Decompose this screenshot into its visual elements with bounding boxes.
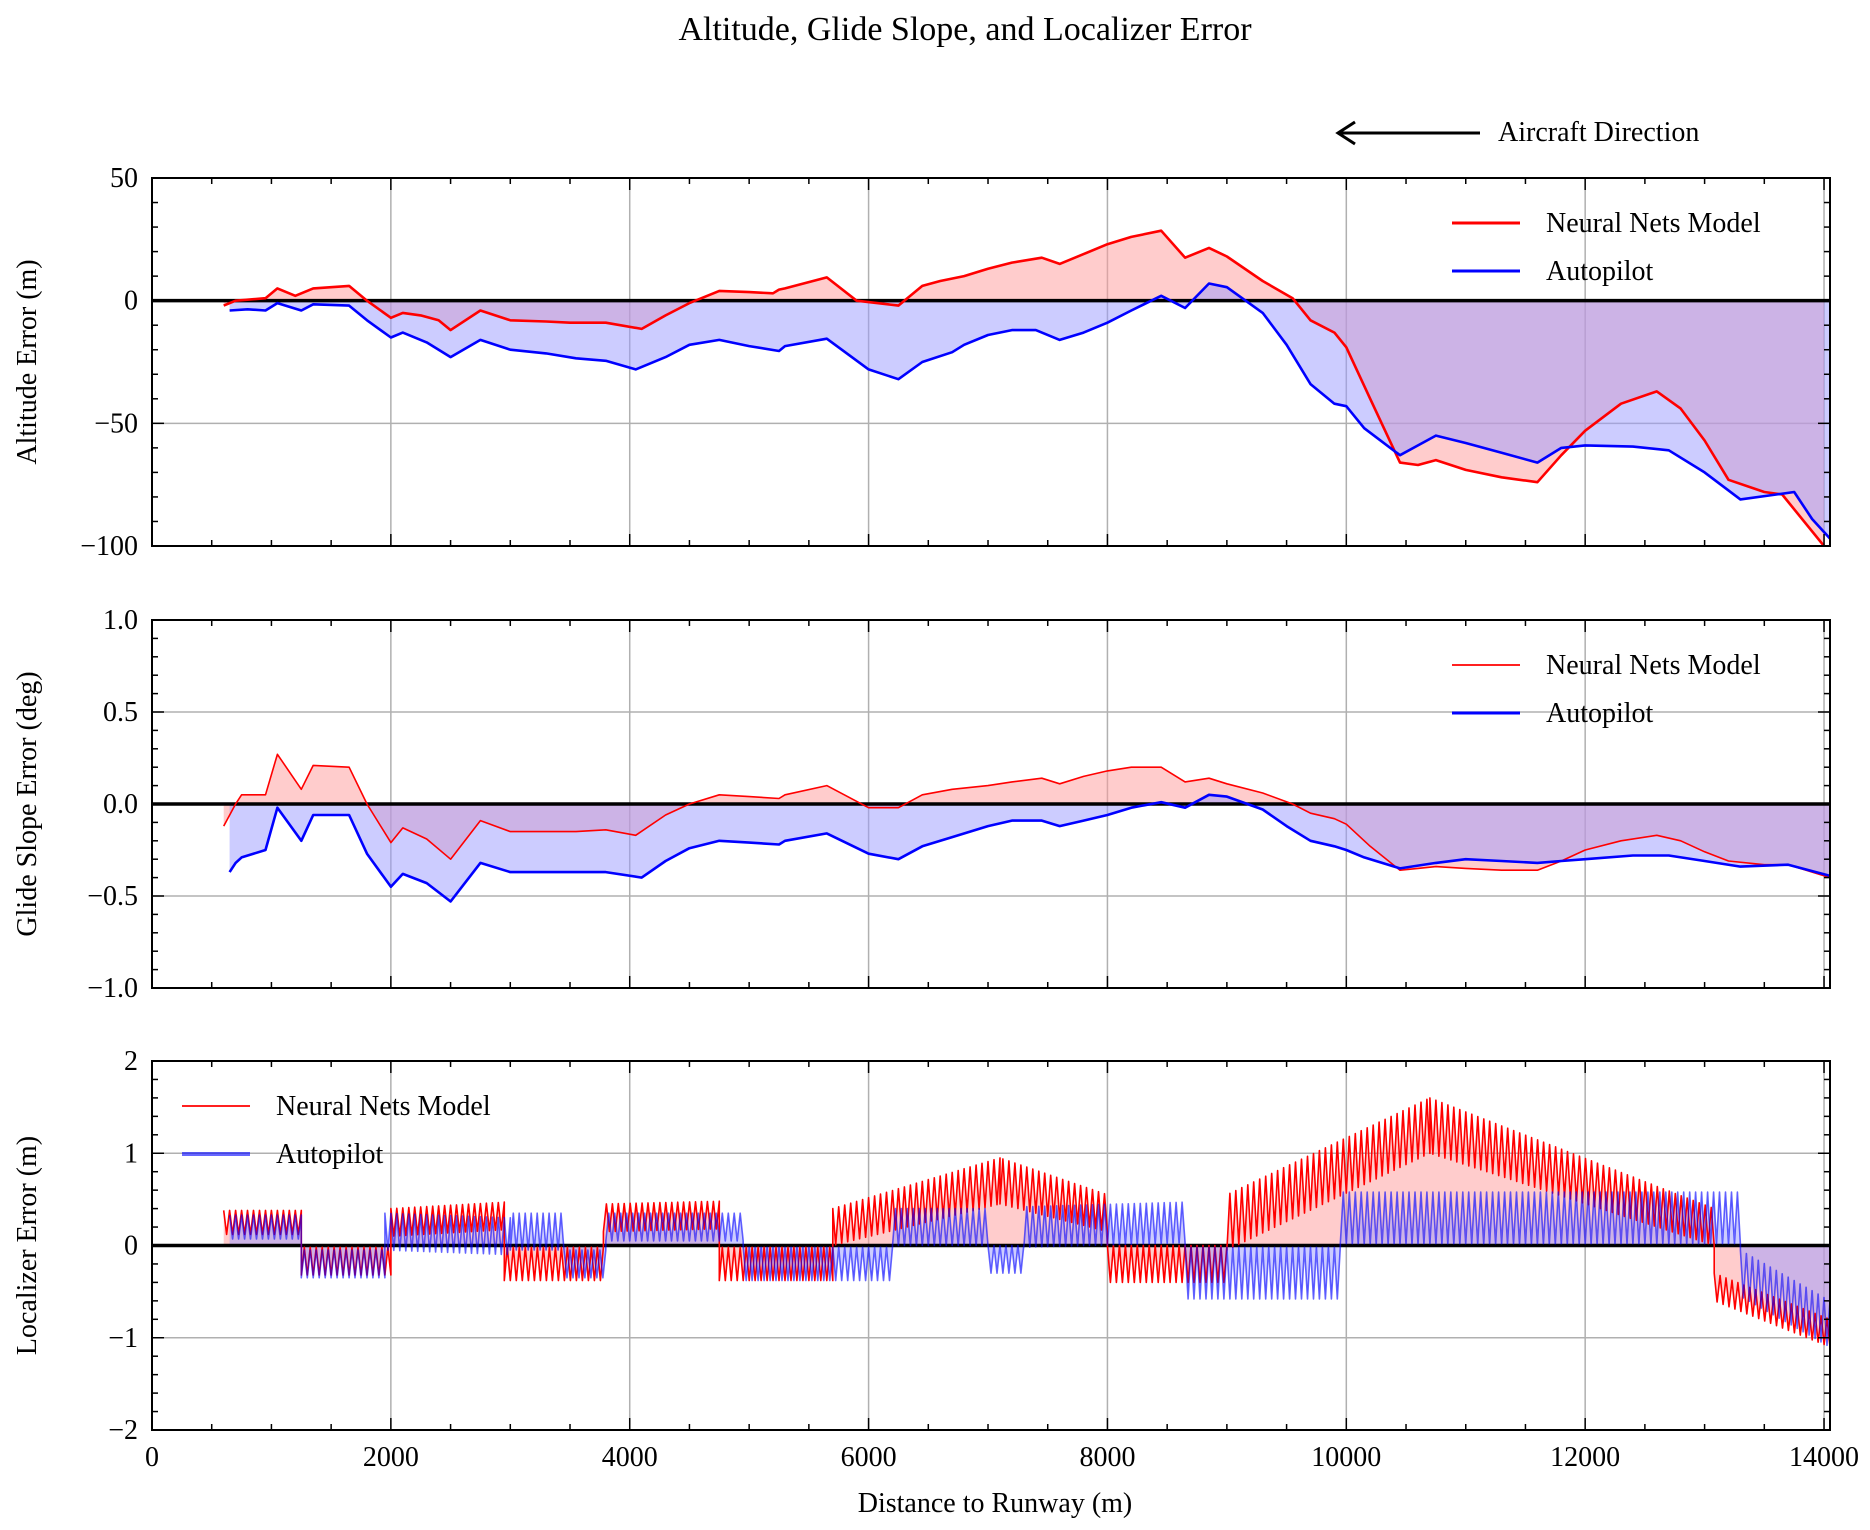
y-tick-label: −100 [80, 531, 138, 562]
series-line-autopilot [228, 793, 1830, 903]
y-tick-label: 0 [124, 286, 138, 317]
y-tick-label: 50 [110, 163, 138, 194]
legend: Neural Nets Model Autopilot [182, 1091, 491, 1170]
x-tick-label: 0 [145, 1442, 159, 1473]
legend-label: Neural Nets Model [1546, 650, 1761, 681]
legend-label: Neural Nets Model [276, 1091, 491, 1122]
x-tick-label: 8000 [1079, 1442, 1135, 1473]
plot-area [152, 753, 1830, 903]
y-tick-label: −50 [94, 408, 138, 439]
legend-label: Neural Nets Model [1546, 208, 1761, 239]
altitude-error-panel: −100 −50 0 50 Altitude Error (m) Neural Nets … [12, 163, 1831, 562]
y-tick-label: 2 [124, 1046, 138, 1077]
y-tick-label: −0.5 [87, 881, 138, 912]
y-axis-label: Localizer Error (m) [12, 1136, 43, 1355]
series-fill-autopilot [229, 283, 1830, 539]
series-line-neural-nets [222, 1097, 1830, 1348]
ticks [151, 619, 1830, 989]
legend-label: Autopilot [276, 1139, 384, 1170]
x-tick-label: 6000 [841, 1442, 897, 1473]
x-tick-label: 10000 [1311, 1442, 1381, 1473]
series-line-autopilot [228, 1191, 1830, 1347]
y-tick-label: 0.0 [103, 789, 138, 820]
y-tick-label: 0 [124, 1231, 138, 1262]
figure-title: Altitude, Glide Slope, and Localizer Err… [678, 11, 1252, 48]
axes-frame [151, 177, 1831, 547]
y-axis-label: Glide Slope Error (deg) [12, 671, 43, 936]
y-tick-label: −1.0 [87, 973, 138, 1004]
x-tick-label: 2000 [363, 1442, 419, 1473]
x-tick-label: 14000 [1789, 1442, 1859, 1473]
localizer-error-panel: −2 −1 0 1 2 0 2000 4000 6000 8000 10000 12000 14000 L… [12, 1046, 1859, 1473]
y-tick-label: 1 [124, 1138, 138, 1169]
plot-area [152, 1097, 1830, 1348]
legend: Neural Nets Model Autopilot [1452, 650, 1761, 729]
y-axis-label: Altitude Error (m) [12, 259, 43, 464]
y-tick-label: −1 [108, 1323, 138, 1354]
series-line-neural-nets [222, 753, 1830, 879]
ticks [151, 1060, 1830, 1431]
plot-area [152, 229, 1830, 546]
series-line-autopilot [229, 282, 1830, 540]
y-tick-label: 0.5 [103, 697, 138, 728]
glide-slope-error-panel: −1.0 −0.5 0.0 0.5 1.0 Glide Slope Error (deg)… [12, 605, 1831, 1004]
left-arrow-icon [1335, 120, 1480, 146]
x-tick-label: 4000 [602, 1442, 658, 1473]
y-tick-label: 1.0 [103, 605, 138, 636]
x-tick-label: 12000 [1550, 1442, 1620, 1473]
legend-label: Autopilot [1546, 698, 1654, 729]
ticks [151, 177, 1830, 547]
x-axis-label: Distance to Runway (m) [858, 1488, 1133, 1519]
aircraft-direction-indicator: Aircraft Direction [1335, 117, 1699, 148]
series-line-neural-nets [223, 229, 1826, 546]
aircraft-direction-label: Aircraft Direction [1498, 117, 1699, 148]
legend-label: Autopilot [1546, 256, 1654, 287]
y-tick-label: −2 [108, 1415, 138, 1446]
legend: Neural Nets Model Autopilot [1452, 208, 1761, 287]
